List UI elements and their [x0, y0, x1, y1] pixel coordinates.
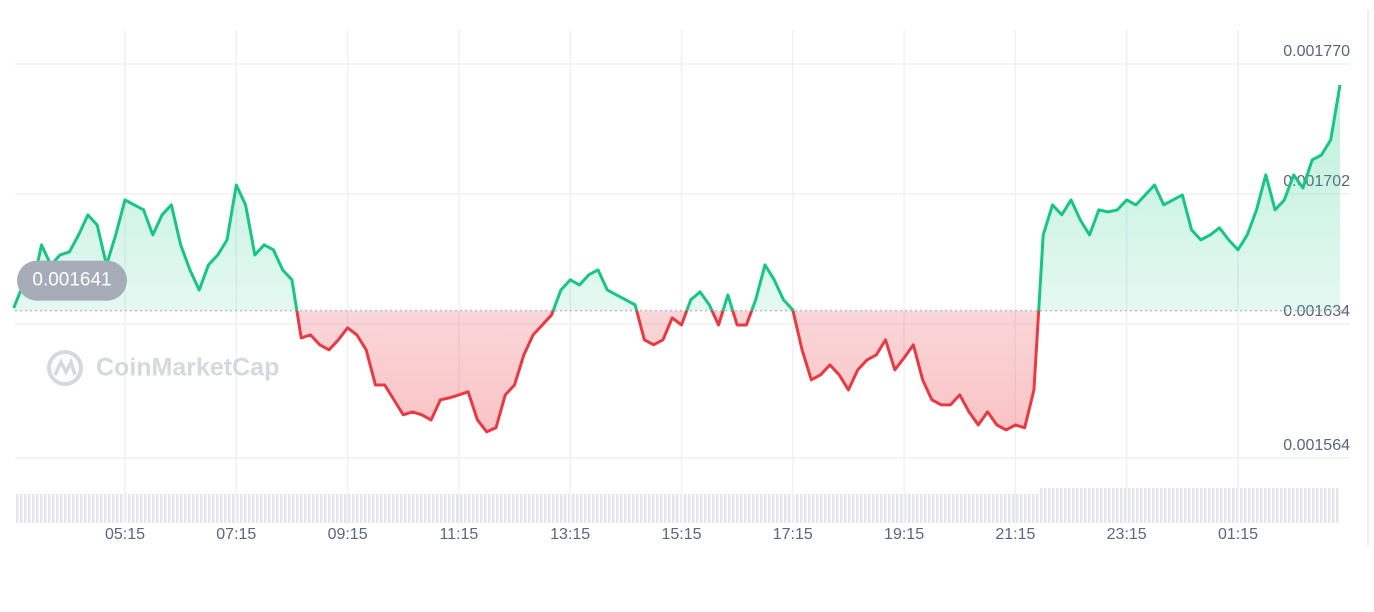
- price-line-down: [295, 310, 1041, 434]
- baseline-label: 0.001641: [32, 270, 111, 291]
- area-down: [296, 310, 1039, 432]
- x-tick-label: 19:15: [884, 526, 924, 543]
- x-tick-label: 17:15: [773, 526, 813, 543]
- x-tick-label: 15:15: [661, 526, 701, 543]
- watermark-text: CoinMarketCap: [96, 354, 279, 382]
- x-tick-label: 05:15: [105, 526, 145, 543]
- x-tick-label: 13:15: [550, 526, 590, 543]
- x-tick-label: 21:15: [995, 526, 1035, 543]
- price-line-up: [12, 84, 1342, 311]
- y-tick-label: 0.001770: [1283, 43, 1350, 60]
- area-up: [13, 85, 1340, 311]
- x-tick-label: 09:15: [328, 526, 368, 543]
- volume-band: [15, 488, 1340, 523]
- x-tick-label: 01:15: [1218, 526, 1258, 543]
- x-tick-label: 07:15: [216, 526, 256, 543]
- x-tick-label: 11:15: [439, 526, 478, 543]
- watermark: CoinMarketCap: [47, 350, 279, 386]
- x-tick-label: 23:15: [1107, 526, 1147, 543]
- y-tick-label: 0.001564: [1283, 437, 1350, 454]
- baseline-pill: [17, 260, 127, 301]
